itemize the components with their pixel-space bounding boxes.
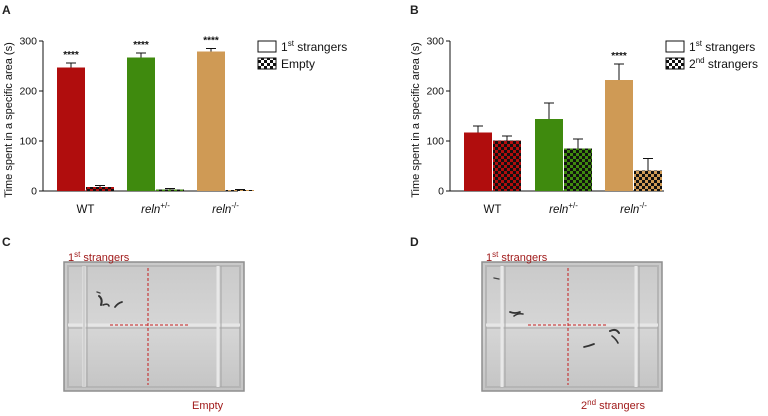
legend-swatch-0 bbox=[665, 40, 685, 53]
bar-WT-0 bbox=[464, 132, 492, 191]
bar-reln+/--0 bbox=[127, 57, 155, 191]
y-tick-label: 100 bbox=[19, 136, 37, 148]
significance-stars: **** bbox=[203, 36, 219, 47]
bar-reln-/--1 bbox=[634, 170, 662, 191]
photo-c-bottom-label: Empty bbox=[192, 400, 224, 412]
bar-reln-/--0 bbox=[197, 51, 225, 191]
tank-photo-d bbox=[481, 261, 663, 392]
legend-swatch-1 bbox=[257, 57, 277, 70]
significance-stars: **** bbox=[63, 50, 79, 61]
significance-stars: **** bbox=[133, 40, 149, 51]
category-label: WT bbox=[77, 204, 95, 216]
category-label: reln-/- bbox=[620, 201, 647, 216]
y-tick-label: 100 bbox=[426, 136, 444, 148]
photo-d-top-label: 1st strangers bbox=[486, 250, 548, 264]
y-axis-label: Time spent in a specific area (s) bbox=[3, 42, 15, 197]
legend-label-1: 2nd strangers bbox=[689, 56, 758, 71]
category-label: reln-/- bbox=[212, 201, 239, 216]
photo-d-bottom-label: 2nd strangers bbox=[581, 398, 645, 412]
bar-reln-/--0 bbox=[605, 80, 633, 191]
panel-letter-c: C bbox=[2, 235, 11, 249]
chart-a: 0 100 200 300 Time spent in a specific area … bbox=[3, 36, 347, 217]
legend-swatch-0 bbox=[257, 40, 277, 53]
bar-WT-1 bbox=[493, 140, 521, 191]
bar-reln-/--1 bbox=[226, 190, 254, 191]
legend-label-0: 1st strangers bbox=[281, 39, 347, 54]
significance-stars: **** bbox=[611, 51, 627, 62]
panel-letter-a: A bbox=[2, 3, 11, 17]
y-tick-label: 200 bbox=[426, 86, 444, 98]
panel-letter-b: B bbox=[410, 3, 419, 17]
chart-b: 0 100 200 300 Time spent in a specific area … bbox=[410, 36, 758, 217]
bar-reln+/--0 bbox=[535, 119, 563, 191]
y-tick-label: 200 bbox=[19, 86, 37, 98]
legend-label-0: 1st strangers bbox=[689, 39, 755, 54]
tank-photo-c bbox=[63, 261, 245, 392]
category-label: reln+/- bbox=[549, 201, 578, 216]
panel-letter-d: D bbox=[410, 235, 419, 249]
bar-WT-0 bbox=[57, 67, 85, 191]
y-tick-label: 300 bbox=[19, 36, 37, 48]
bar-reln+/--1 bbox=[156, 189, 184, 191]
bar-WT-1 bbox=[86, 187, 114, 191]
y-tick-label: 0 bbox=[438, 186, 444, 198]
legend-label-1: Empty bbox=[281, 57, 315, 71]
category-label: WT bbox=[484, 204, 502, 216]
y-axis-label: Time spent in a specific area (s) bbox=[410, 42, 422, 197]
bar-reln+/--1 bbox=[564, 148, 592, 191]
category-label: reln+/- bbox=[141, 201, 170, 216]
photo-c-top-label: 1st strangers bbox=[68, 250, 130, 264]
y-tick-label: 300 bbox=[426, 36, 444, 48]
y-tick-label: 0 bbox=[31, 186, 37, 198]
legend-swatch-1 bbox=[665, 57, 685, 70]
